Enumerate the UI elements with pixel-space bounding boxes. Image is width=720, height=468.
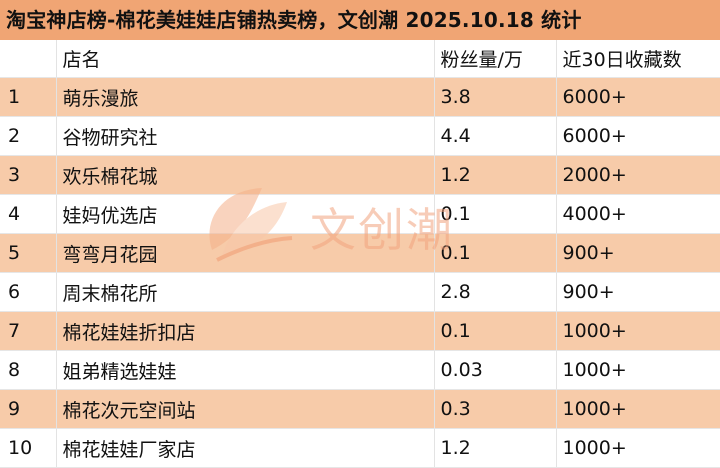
header-rank: [0, 40, 56, 78]
fans-cell: 0.03: [433, 350, 556, 390]
rank-cell: 7: [0, 311, 56, 351]
favorites-cell: 6000+: [555, 116, 720, 156]
table-header-row: 店名 粉丝量/万 近30日收藏数: [0, 40, 720, 78]
fans-cell: 1.2: [433, 155, 556, 195]
table-row: 4 娃妈优选店 0.1 4000+: [0, 194, 720, 234]
store-name-cell: 棉花娃娃厂家店: [55, 428, 434, 468]
store-name-cell: 弯弯月花园: [55, 233, 434, 273]
favorites-cell: 1000+: [555, 350, 720, 390]
store-name-cell: 棉花次元空间站: [55, 389, 434, 429]
table-row: 7 棉花娃娃折扣店 0.1 1000+: [0, 311, 720, 351]
rank-cell: 10: [0, 428, 56, 468]
rank-cell: 4: [0, 194, 56, 234]
favorites-cell: 1000+: [555, 389, 720, 429]
page-title: 淘宝神店榜-棉花美娃娃店铺热卖榜，文创潮 2025.10.18 统计: [0, 0, 720, 40]
rank-cell: 9: [0, 389, 56, 429]
table-row: 5 弯弯月花园 0.1 900+: [0, 233, 720, 273]
fans-cell: 0.1: [433, 194, 556, 234]
rank-cell: 3: [0, 155, 56, 195]
store-name-cell: 姐弟精选娃娃: [55, 350, 434, 390]
rank-cell: 2: [0, 116, 56, 156]
favorites-cell: 900+: [555, 233, 720, 273]
store-name-cell: 萌乐漫旅: [55, 77, 434, 117]
header-store-name: 店名: [55, 40, 434, 78]
store-name-cell: 谷物研究社: [55, 116, 434, 156]
favorites-cell: 6000+: [555, 77, 720, 117]
store-name-cell: 欢乐棉花城: [55, 155, 434, 195]
rank-cell: 1: [0, 77, 56, 117]
table-row: 9 棉花次元空间站 0.3 1000+: [0, 389, 720, 429]
header-fans: 粉丝量/万: [433, 40, 556, 78]
table-row: 8 姐弟精选娃娃 0.03 1000+: [0, 350, 720, 390]
store-name-cell: 娃妈优选店: [55, 194, 434, 234]
fans-cell: 1.2: [433, 428, 556, 468]
table-row: 3 欢乐棉花城 1.2 2000+: [0, 155, 720, 195]
ranking-table: 店名 粉丝量/万 近30日收藏数 1 萌乐漫旅 3.8 6000+ 2 谷物研究…: [0, 40, 720, 468]
table-row: 6 周末棉花所 2.8 900+: [0, 272, 720, 312]
rank-cell: 6: [0, 272, 56, 312]
favorites-cell: 1000+: [555, 428, 720, 468]
favorites-cell: 1000+: [555, 311, 720, 351]
rank-cell: 8: [0, 350, 56, 390]
table-row: 1 萌乐漫旅 3.8 6000+: [0, 77, 720, 117]
fans-cell: 0.1: [433, 233, 556, 273]
table-row: 10 棉花娃娃厂家店 1.2 1000+: [0, 428, 720, 468]
store-name-cell: 周末棉花所: [55, 272, 434, 312]
favorites-cell: 2000+: [555, 155, 720, 195]
store-name-cell: 棉花娃娃折扣店: [55, 311, 434, 351]
rank-cell: 5: [0, 233, 56, 273]
fans-cell: 2.8: [433, 272, 556, 312]
fans-cell: 0.3: [433, 389, 556, 429]
fans-cell: 4.4: [433, 116, 556, 156]
favorites-cell: 4000+: [555, 194, 720, 234]
fans-cell: 0.1: [433, 311, 556, 351]
table-row: 2 谷物研究社 4.4 6000+: [0, 116, 720, 156]
header-favorites: 近30日收藏数: [555, 40, 720, 78]
fans-cell: 3.8: [433, 77, 556, 117]
favorites-cell: 900+: [555, 272, 720, 312]
